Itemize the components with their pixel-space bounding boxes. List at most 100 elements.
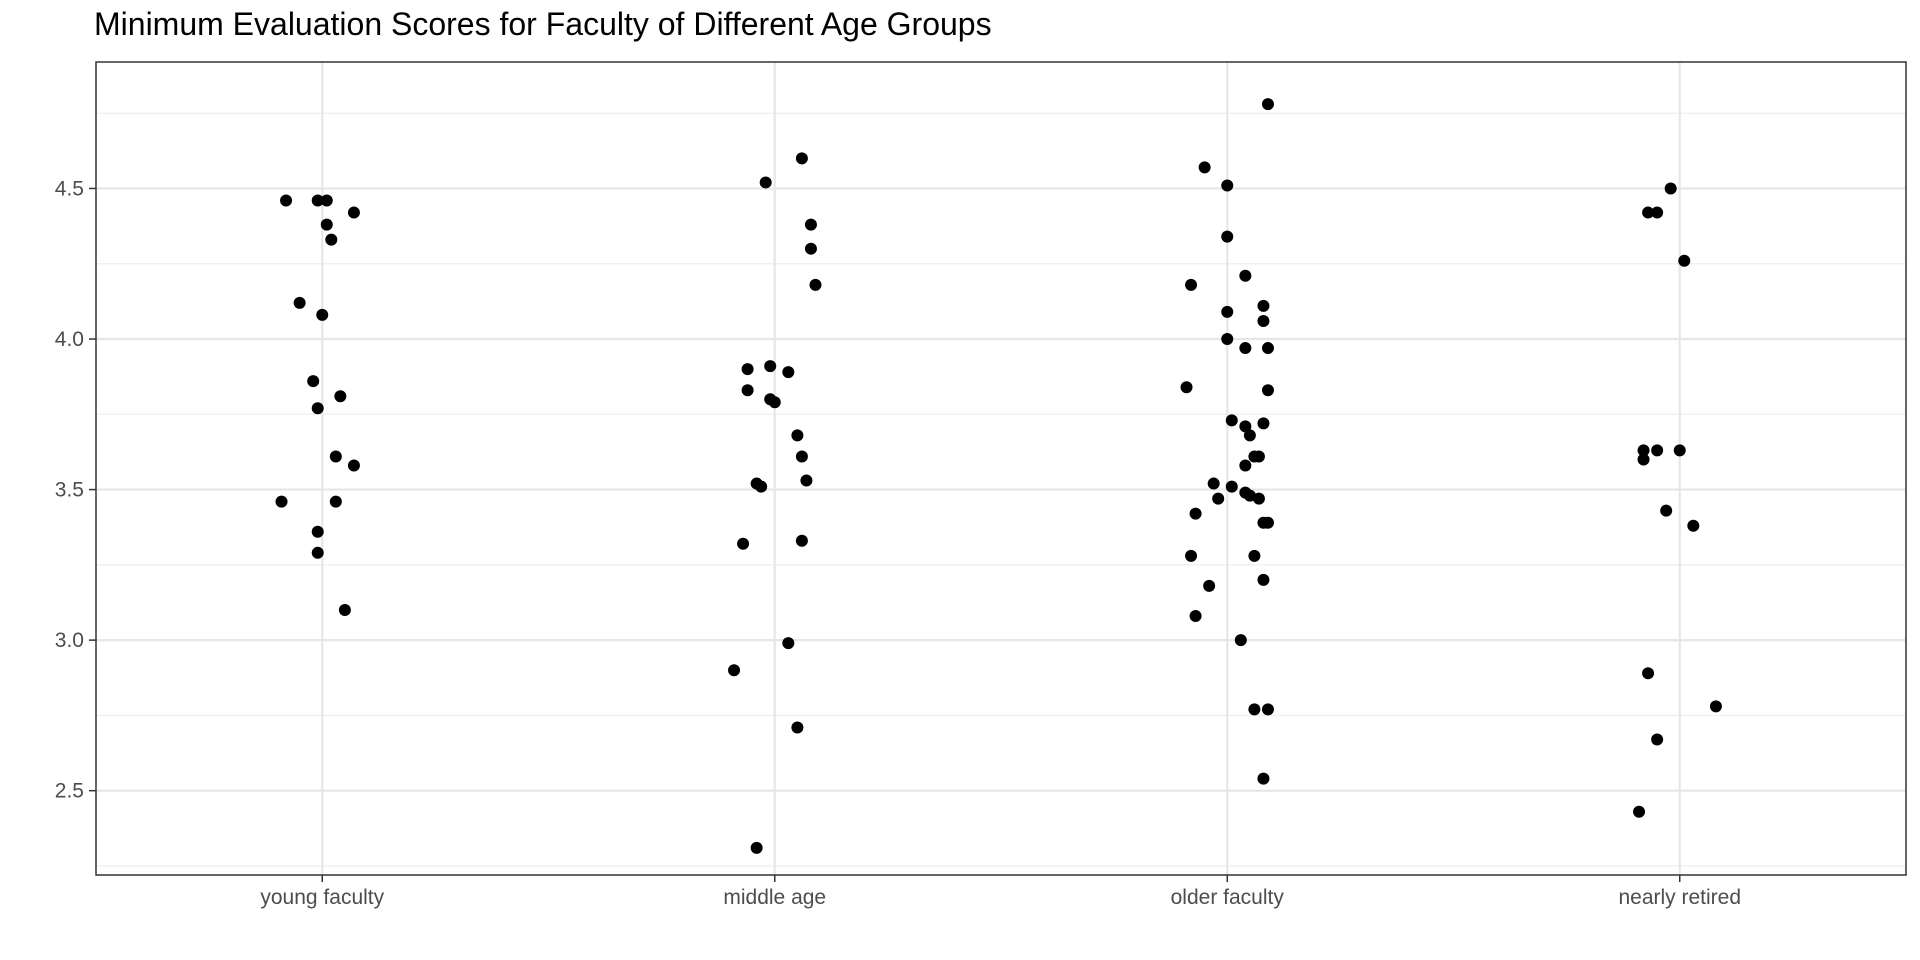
y-axis: 2.5 3.0 3.5 4.0 4.5 xyxy=(55,177,96,803)
chart-title: Minimum Evaluation Scores for Faculty of… xyxy=(94,6,992,42)
data-point xyxy=(293,296,306,309)
data-point xyxy=(1261,342,1274,355)
data-point xyxy=(1664,182,1677,195)
data-point xyxy=(741,363,754,376)
y-tick-label: 3.5 xyxy=(55,479,84,502)
data-point xyxy=(759,176,772,189)
data-point xyxy=(800,474,813,487)
x-tick-label: young faculty xyxy=(260,886,384,909)
data-point xyxy=(1261,384,1274,397)
data-point xyxy=(1203,579,1216,592)
y-tick-label: 4.0 xyxy=(55,328,84,351)
data-point xyxy=(1642,667,1655,680)
data-point xyxy=(329,450,342,463)
y-tick-label: 3.0 xyxy=(55,629,84,652)
data-point xyxy=(1243,429,1256,442)
data-point xyxy=(1261,516,1274,529)
data-point xyxy=(1252,492,1265,505)
data-point xyxy=(311,194,324,207)
data-point xyxy=(1198,161,1211,174)
major-gridlines xyxy=(96,62,1906,875)
data-point xyxy=(1221,179,1234,192)
data-point xyxy=(1189,610,1202,623)
data-point xyxy=(1257,314,1270,327)
x-tick-label: middle age xyxy=(723,886,826,909)
data-point xyxy=(1243,489,1256,502)
data-point xyxy=(1261,703,1274,716)
data-point xyxy=(1225,414,1238,427)
data-point xyxy=(782,637,795,650)
data-point xyxy=(1189,507,1202,520)
data-point xyxy=(347,206,360,219)
minor-gridlines xyxy=(96,112,1906,867)
data-point xyxy=(280,194,293,207)
data-point xyxy=(311,402,324,415)
data-point xyxy=(1651,733,1664,746)
data-point xyxy=(275,495,288,508)
data-point xyxy=(1180,381,1193,394)
data-point xyxy=(1234,634,1247,647)
data-point xyxy=(750,841,763,854)
data-point xyxy=(1261,98,1274,111)
data-point xyxy=(1221,333,1234,346)
data-point xyxy=(1709,700,1722,713)
data-point xyxy=(311,546,324,559)
data-point xyxy=(1248,703,1261,716)
data-point xyxy=(1637,444,1650,457)
data-point xyxy=(791,429,804,442)
data-point xyxy=(768,396,781,409)
data-point xyxy=(1239,269,1252,282)
data-point xyxy=(1633,805,1646,818)
data-point xyxy=(795,450,808,463)
data-point xyxy=(325,233,338,246)
data-point xyxy=(791,721,804,734)
data-point xyxy=(1252,450,1265,463)
data-points xyxy=(275,98,1722,854)
plot-border xyxy=(95,61,1907,876)
data-point xyxy=(804,242,817,255)
data-point xyxy=(1660,504,1673,517)
data-point xyxy=(728,664,741,677)
data-point xyxy=(1239,459,1252,472)
data-point xyxy=(795,152,808,165)
data-point xyxy=(1678,254,1691,267)
data-point xyxy=(1687,519,1700,532)
data-point xyxy=(764,360,777,373)
data-point xyxy=(347,459,360,472)
data-point xyxy=(1207,477,1220,490)
data-point xyxy=(1651,444,1664,457)
data-point xyxy=(1673,444,1686,457)
plot-background xyxy=(96,62,1906,875)
data-point xyxy=(1185,549,1198,562)
y-tick-label: 2.5 xyxy=(55,780,84,803)
y-tick-label: 4.5 xyxy=(55,177,84,200)
data-point xyxy=(329,495,342,508)
data-point xyxy=(809,278,822,291)
data-point xyxy=(338,604,351,617)
data-point xyxy=(1257,417,1270,430)
data-point xyxy=(782,366,795,379)
data-point xyxy=(334,390,347,403)
data-point xyxy=(1212,492,1225,505)
data-point xyxy=(1239,342,1252,355)
data-point xyxy=(307,375,320,388)
data-point xyxy=(320,218,333,231)
data-point xyxy=(737,537,750,550)
data-point xyxy=(1637,453,1650,466)
data-point xyxy=(1642,206,1655,219)
data-point xyxy=(1239,420,1252,433)
data-point xyxy=(741,384,754,397)
x-axis: young faculty middle age older faculty near… xyxy=(260,875,1741,909)
x-tick-label: older faculty xyxy=(1171,886,1285,909)
data-point xyxy=(804,218,817,231)
data-point xyxy=(320,194,333,207)
data-point xyxy=(1257,573,1270,586)
data-point xyxy=(755,480,768,493)
data-point xyxy=(316,308,329,321)
data-point xyxy=(1257,772,1270,785)
data-point xyxy=(1257,299,1270,312)
x-tick-label: nearly retired xyxy=(1618,886,1741,909)
data-point xyxy=(1651,206,1664,219)
data-point xyxy=(1185,278,1198,291)
